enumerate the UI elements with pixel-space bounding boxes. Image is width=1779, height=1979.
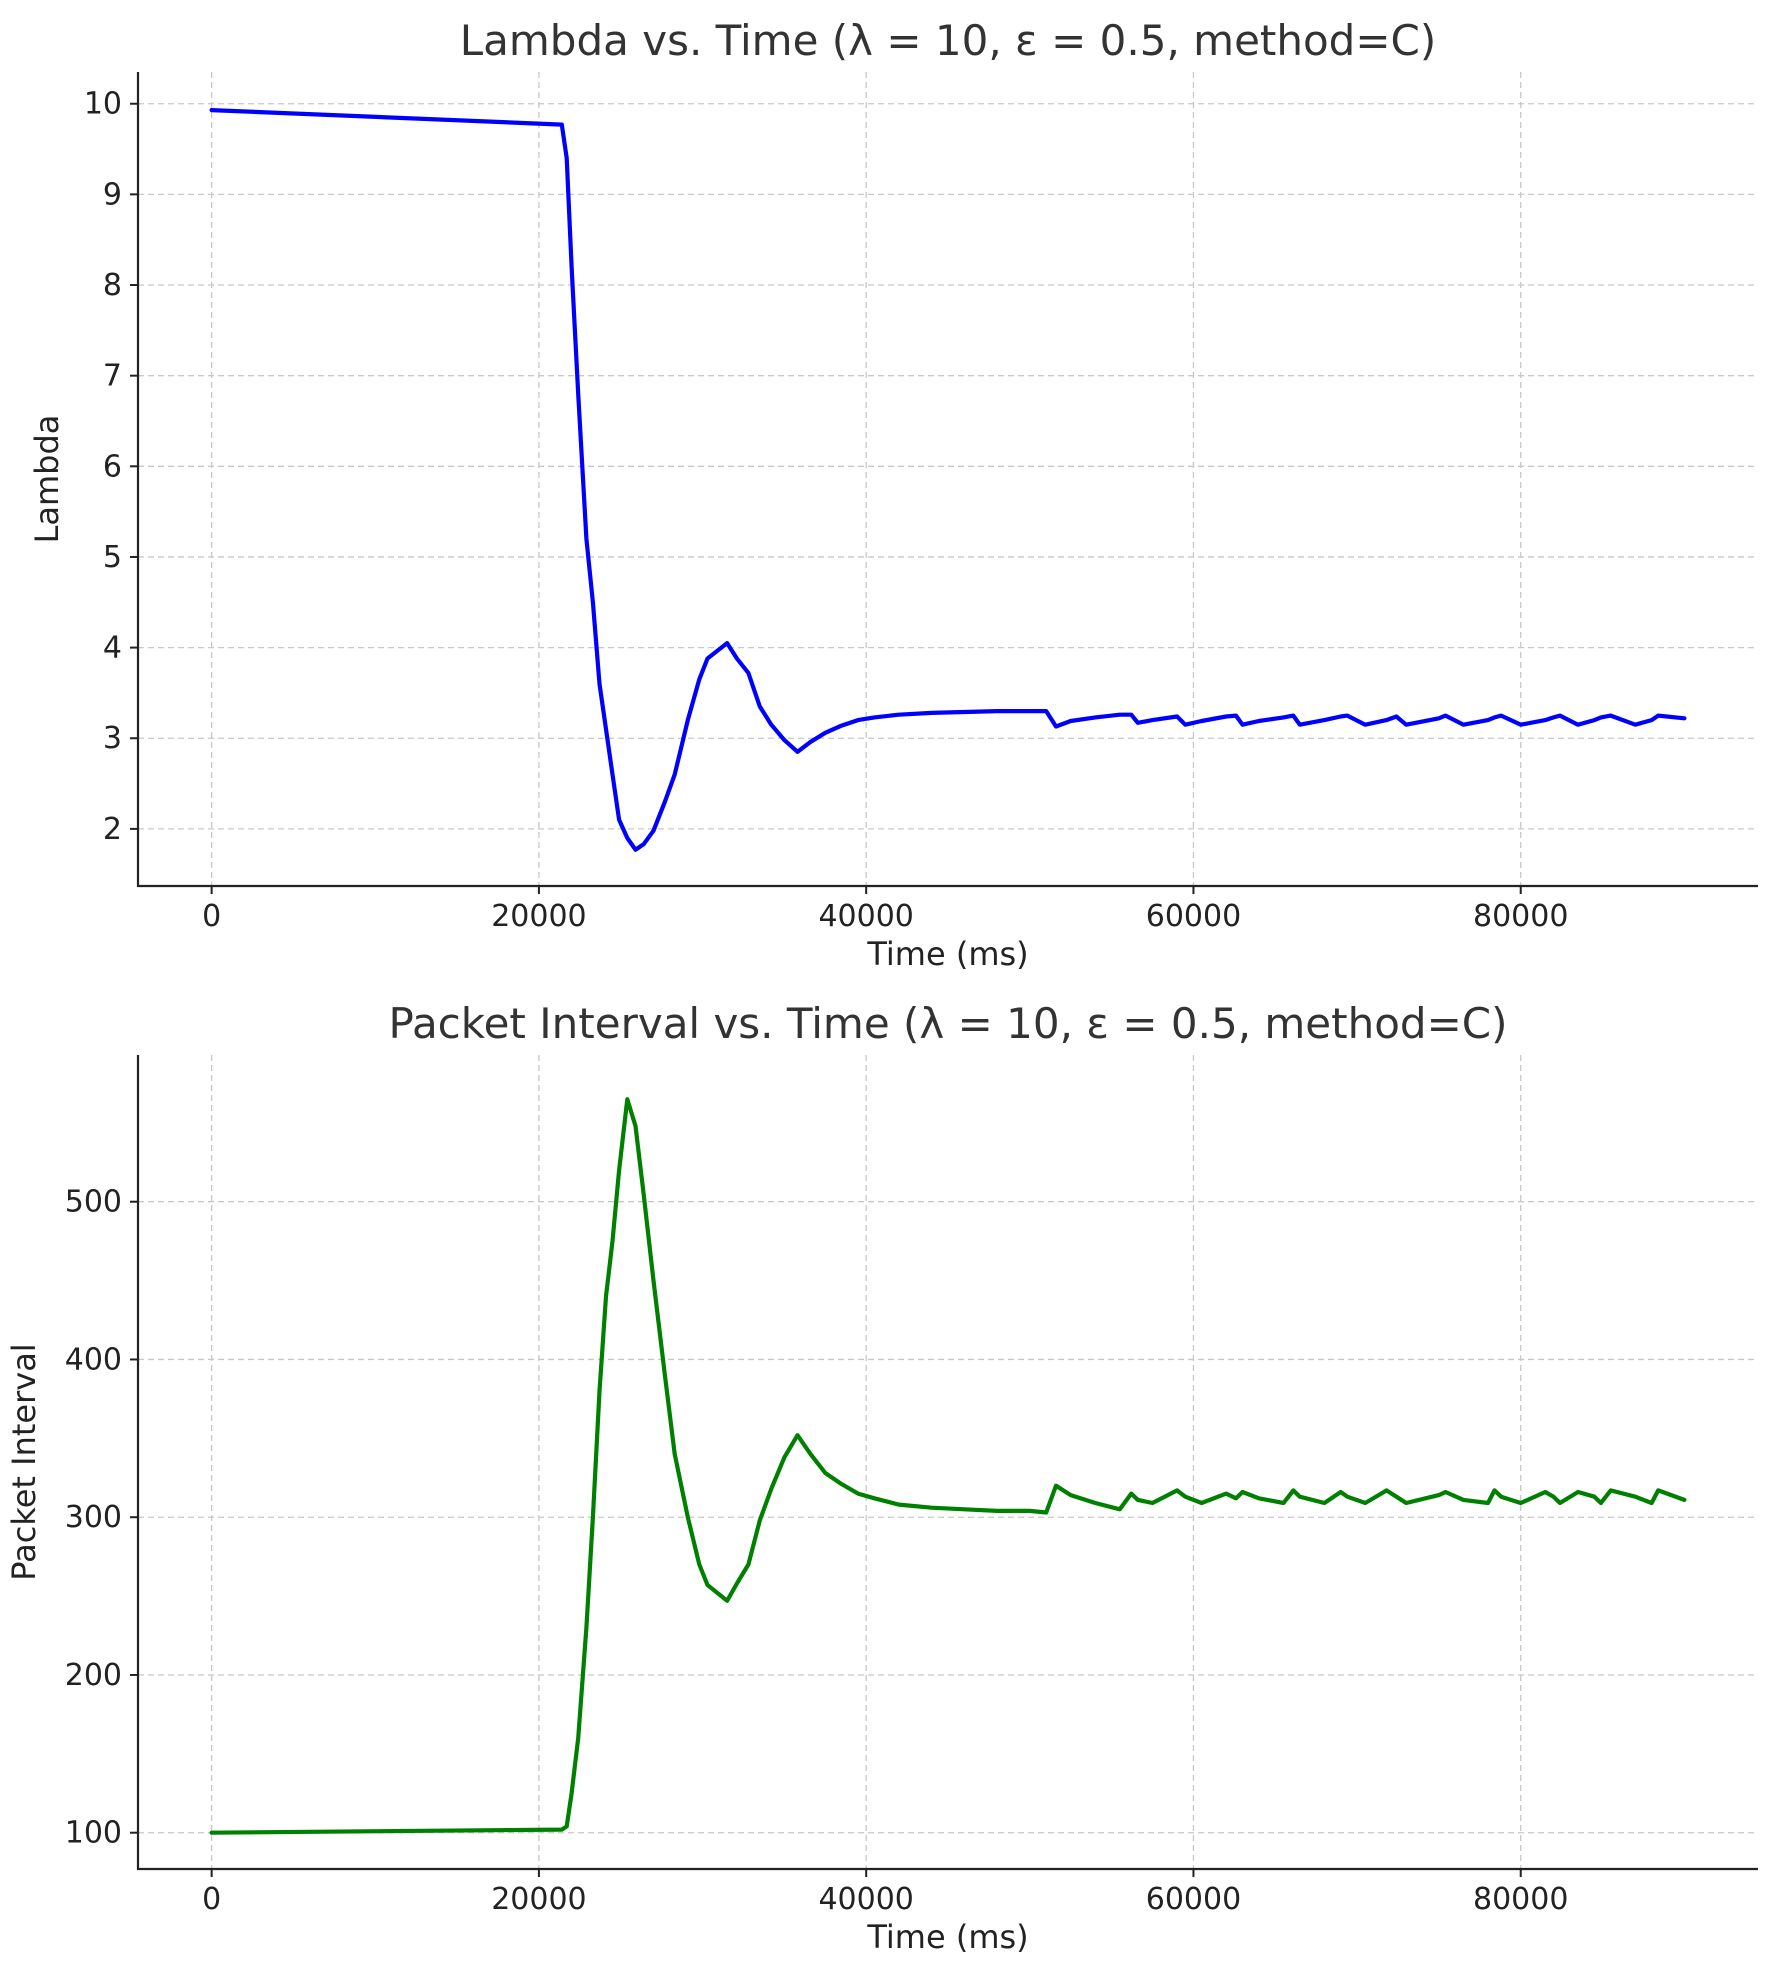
y-axis-label: Packet Interval [5,1343,43,1580]
x-tick-label: 20000 [491,1882,586,1917]
y-tick-label: 7 [103,359,122,394]
chart-title: Lambda vs. Time (λ = 10, ε = 0.5, method… [460,16,1437,65]
y-tick-label: 400 [65,1342,122,1377]
x-tick-label: 60000 [1146,899,1241,934]
x-tick-label: 80000 [1473,1882,1568,1917]
packet-interval-chart: Packet Interval vs. Time (λ = 10, ε = 0.… [5,999,1758,1956]
lambda-chart: Lambda vs. Time (λ = 10, ε = 0.5, method… [28,16,1758,973]
series-line [209,107,1687,852]
y-tick-label: 500 [65,1185,122,1220]
y-tick-label: 3 [103,721,122,756]
y-axis-label: Lambda [28,415,66,544]
x-tick-label: 40000 [818,899,913,934]
y-tick-label: 100 [65,1816,122,1851]
y-tick-label: 300 [65,1500,122,1535]
x-axis-label: Time (ms) [866,1918,1028,1956]
series-line [209,1097,1687,1835]
chart-title: Packet Interval vs. Time (λ = 10, ε = 0.… [389,999,1508,1048]
x-axis-label: Time (ms) [866,935,1028,973]
axes-spine [136,1055,1758,1871]
x-tick-label: 80000 [1473,899,1568,934]
y-tick-label: 2 [103,812,122,847]
y-tick-label: 9 [103,177,122,212]
y-tick-label: 8 [103,268,122,303]
grid [138,72,1758,886]
y-tick-label: 5 [103,540,122,575]
y-tick-label: 6 [103,449,122,484]
x-tick-label: 60000 [1146,1882,1241,1917]
y-tick-label: 4 [103,631,122,666]
x-tick-label: 20000 [491,899,586,934]
grid [138,1055,1758,1869]
x-tick-label: 40000 [818,1882,913,1917]
y-tick-label: 10 [84,87,122,122]
x-tick-label: 0 [202,1882,221,1917]
y-tick-label: 200 [65,1658,122,1693]
x-tick-label: 0 [202,899,221,934]
axes-spine [136,72,1758,888]
